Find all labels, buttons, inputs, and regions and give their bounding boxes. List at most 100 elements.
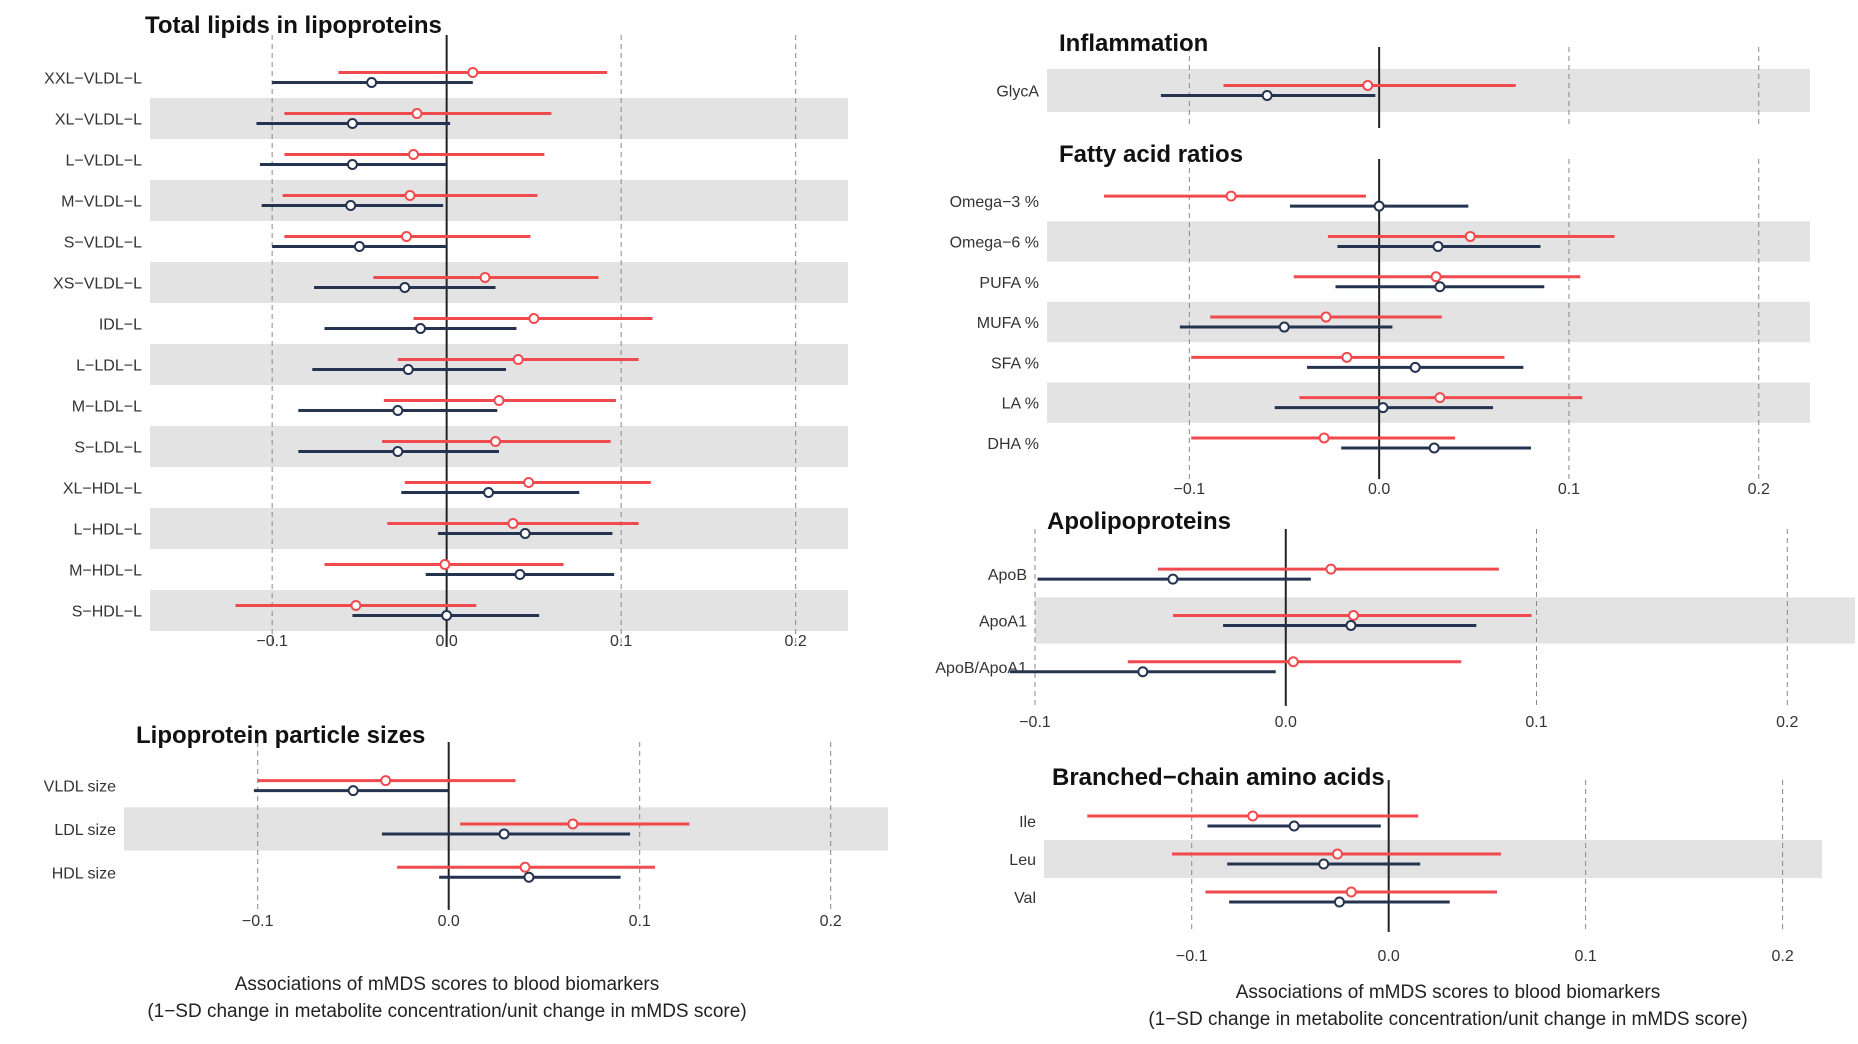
estimate-point bbox=[350, 600, 362, 611]
estimate-point bbox=[479, 272, 491, 283]
row-label: PUFA % bbox=[979, 275, 1039, 292]
series-series2 bbox=[1009, 573, 1477, 678]
estimate-point bbox=[1377, 402, 1389, 414]
estimate-point bbox=[1345, 619, 1357, 631]
estimate-point bbox=[1325, 563, 1337, 575]
row-label: ApoB bbox=[988, 567, 1027, 584]
estimate-point bbox=[1432, 240, 1444, 252]
row-band bbox=[150, 262, 848, 303]
estimate-point bbox=[1341, 351, 1353, 363]
forest-panels: Total lipids in lipoproteins XXL−VLDL−L XL… bbox=[44, 12, 1855, 965]
estimate-point bbox=[1430, 271, 1442, 283]
estimate-point bbox=[523, 477, 535, 488]
row-label: XXL−VLDL−L bbox=[44, 71, 142, 88]
caption-right-line2: (1−SD change in metabolite concentration… bbox=[1148, 1009, 1747, 1030]
panel-title: Inflammation bbox=[1059, 30, 1208, 57]
caption-left-line2: (1−SD change in metabolite concentration… bbox=[147, 1001, 746, 1022]
axis-captions: Associations of mMDS scores to blood bio… bbox=[147, 974, 1747, 1030]
caption-right-line1: Associations of mMDS scores to blood bio… bbox=[1236, 982, 1661, 1003]
panel-2: Inflammation GlycA bbox=[996, 30, 1810, 128]
estimate-point bbox=[1318, 432, 1330, 444]
estimate-point bbox=[1318, 858, 1330, 870]
x-tick-label: −0.1 bbox=[1019, 714, 1051, 731]
estimate-point bbox=[567, 818, 579, 830]
estimate-point bbox=[483, 487, 495, 498]
row-label: S−VLDL−L bbox=[64, 235, 142, 252]
row-label: M−VLDL−L bbox=[61, 194, 142, 211]
row-label: M−LDL−L bbox=[72, 399, 142, 416]
estimate-point bbox=[512, 354, 524, 365]
estimate-point bbox=[401, 231, 413, 242]
x-tick-label: 0.0 bbox=[1378, 948, 1400, 965]
estimate-point bbox=[346, 159, 358, 170]
x-tick-label: −0.1 bbox=[1174, 481, 1206, 498]
estimate-point bbox=[414, 323, 426, 334]
estimate-point bbox=[347, 785, 359, 797]
series-series1 bbox=[235, 67, 653, 611]
x-tick-label: 0.2 bbox=[785, 633, 807, 650]
estimate-point bbox=[404, 190, 416, 201]
row-band bbox=[1047, 69, 1810, 112]
estimate-point bbox=[1464, 230, 1476, 242]
row-band bbox=[1044, 840, 1822, 878]
row-label: M−HDL−L bbox=[69, 563, 142, 580]
row-label: L−VLDL−L bbox=[65, 153, 142, 170]
row-band bbox=[150, 344, 848, 385]
estimate-point bbox=[1434, 281, 1446, 293]
row-label: S−LDL−L bbox=[74, 440, 142, 457]
estimate-point bbox=[1247, 810, 1259, 822]
row-label: IDL−L bbox=[99, 317, 142, 334]
estimate-point bbox=[519, 861, 531, 873]
estimate-point bbox=[514, 569, 526, 580]
row-label: HDL size bbox=[52, 865, 116, 882]
series-series1 bbox=[1223, 80, 1516, 91]
row-label: VLDL size bbox=[44, 779, 116, 796]
estimate-point bbox=[392, 405, 404, 416]
estimate-point bbox=[493, 395, 505, 406]
estimate-point bbox=[407, 149, 419, 160]
panel-title: Apolipoproteins bbox=[1047, 508, 1231, 535]
estimate-point bbox=[523, 871, 535, 883]
row-band bbox=[1047, 301, 1810, 343]
estimate-point bbox=[1278, 321, 1290, 333]
row-label: Omega−3 % bbox=[950, 194, 1039, 211]
estimate-point bbox=[1225, 190, 1237, 202]
row-label: SFA % bbox=[991, 355, 1039, 372]
estimate-point bbox=[528, 313, 540, 324]
estimate-point bbox=[1137, 666, 1149, 678]
x-tick-label: 0.1 bbox=[1558, 481, 1580, 498]
row-label: Omega−6 % bbox=[950, 234, 1039, 251]
row-band bbox=[1035, 597, 1855, 644]
estimate-point bbox=[1362, 80, 1374, 91]
x-tick-label: 0.0 bbox=[436, 633, 458, 650]
estimate-point bbox=[1331, 848, 1343, 860]
estimate-point bbox=[1409, 361, 1421, 373]
panel-3: Fatty acid ratios Omega−3 % Omega−6 % PUFA … bbox=[950, 141, 1810, 498]
estimate-point bbox=[1434, 392, 1446, 404]
series-series1 bbox=[1103, 190, 1615, 444]
estimate-point bbox=[399, 282, 411, 293]
estimate-point bbox=[366, 77, 378, 88]
series-series1 bbox=[1127, 563, 1532, 668]
estimate-point bbox=[490, 436, 502, 447]
estimate-point bbox=[1345, 886, 1357, 898]
series-series2 bbox=[1207, 820, 1450, 908]
row-label: Leu bbox=[1009, 852, 1036, 869]
estimate-point bbox=[353, 241, 365, 252]
estimate-point bbox=[402, 364, 414, 375]
row-label: XS−VLDL−L bbox=[53, 276, 142, 293]
x-tick-label: 0.0 bbox=[1368, 481, 1390, 498]
estimate-point bbox=[411, 108, 423, 119]
estimate-point bbox=[1428, 442, 1440, 454]
estimate-point bbox=[1347, 609, 1359, 621]
estimate-point bbox=[519, 528, 531, 539]
estimate-point bbox=[1261, 90, 1273, 101]
x-tick-label: 0.0 bbox=[438, 913, 460, 930]
estimate-point bbox=[441, 610, 453, 621]
series-series1 bbox=[257, 775, 690, 873]
panel-1: Lipoprotein particle sizes VLDL size LDL s… bbox=[44, 722, 888, 930]
row-label: LDL size bbox=[54, 822, 116, 839]
estimate-point bbox=[392, 446, 404, 457]
x-tick-label: 0.1 bbox=[1525, 714, 1547, 731]
